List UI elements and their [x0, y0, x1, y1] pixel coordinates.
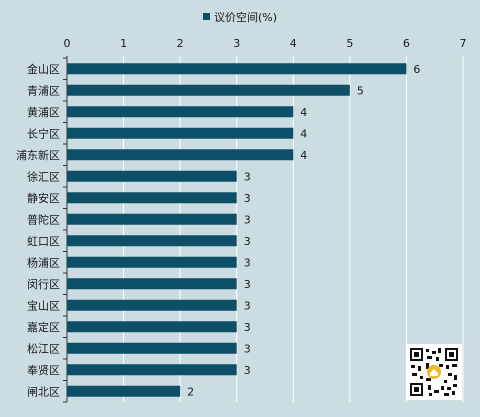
bar [67, 342, 237, 354]
x-tick-label: 4 [290, 37, 297, 50]
data-label: 3 [244, 192, 251, 205]
x-tick-label: 5 [346, 37, 353, 50]
data-label: 6 [413, 63, 420, 76]
bar [67, 213, 237, 225]
category-label: 嘉定区 [27, 320, 60, 334]
bar [67, 385, 181, 397]
bar [67, 299, 237, 311]
bar [67, 127, 294, 139]
data-label: 2 [187, 385, 194, 398]
bar [67, 235, 237, 247]
data-label: 4 [300, 127, 307, 140]
data-label: 3 [244, 342, 251, 355]
category-label: 奉贤区 [27, 363, 60, 377]
data-label: 3 [244, 321, 251, 334]
category-label: 宝山区 [27, 298, 60, 312]
x-tick-label: 1 [120, 37, 127, 50]
legend-label: 议价空间(%) [213, 11, 278, 24]
bar [67, 63, 407, 75]
data-label: 3 [244, 299, 251, 312]
bar [67, 364, 237, 376]
category-label: 浦东新区 [16, 148, 60, 162]
data-label: 3 [244, 170, 251, 183]
legend: 议价空间(%) [0, 9, 480, 25]
category-label: 虹口区 [27, 235, 60, 248]
category-label: 青浦区 [27, 84, 60, 97]
bar [67, 192, 237, 204]
bar [67, 256, 237, 268]
data-label: 3 [244, 364, 251, 377]
qr-code-icon [408, 346, 460, 398]
category-label: 普陀区 [27, 212, 60, 226]
x-tick-label: 7 [460, 37, 467, 50]
bar [67, 84, 350, 96]
data-label: 4 [300, 106, 307, 119]
bar [67, 149, 294, 161]
category-label: 金山区 [27, 62, 60, 76]
bar [67, 106, 294, 118]
bar [67, 278, 237, 290]
x-tick-label: 3 [233, 37, 240, 50]
category-label: 长宁区 [27, 126, 60, 140]
category-label: 闸北区 [27, 385, 60, 398]
category-label: 杨浦区 [27, 255, 60, 269]
data-label: 3 [244, 213, 251, 226]
x-tick-label: 2 [177, 37, 184, 50]
x-tick-label: 6 [403, 37, 410, 50]
legend-swatch [202, 13, 210, 20]
x-tick-label: 0 [64, 37, 71, 50]
category-label: 静安区 [27, 191, 60, 205]
qr-code-image [406, 344, 462, 400]
data-label: 5 [357, 84, 364, 97]
data-label: 4 [300, 149, 307, 162]
bar [67, 170, 237, 182]
category-label: 黄浦区 [27, 105, 60, 119]
category-label: 徐汇区 [27, 169, 60, 183]
category-label: 松江区 [27, 341, 60, 355]
bar [67, 321, 237, 333]
category-label: 闵行区 [27, 277, 60, 291]
data-label: 3 [244, 256, 251, 269]
data-label: 3 [244, 278, 251, 291]
data-label: 3 [244, 235, 251, 248]
